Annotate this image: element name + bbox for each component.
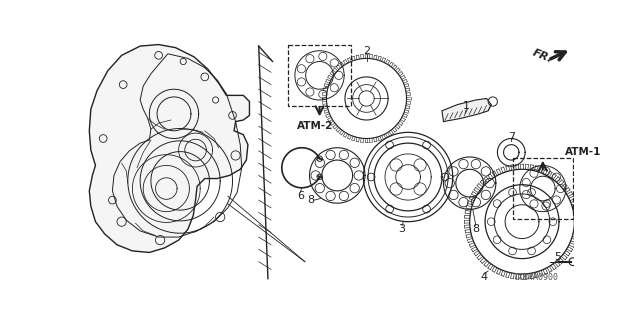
Text: FR.: FR. (531, 47, 554, 64)
Text: TX84A0900: TX84A0900 (513, 273, 558, 282)
Text: ATM-1: ATM-1 (565, 148, 602, 157)
Text: 8: 8 (307, 195, 315, 205)
Text: 2: 2 (363, 46, 370, 57)
Text: 4: 4 (480, 272, 487, 282)
Text: ATM-2: ATM-2 (297, 121, 333, 131)
Polygon shape (442, 99, 492, 122)
Text: 1: 1 (463, 101, 470, 111)
Text: 6: 6 (297, 191, 304, 201)
Text: 5: 5 (554, 252, 561, 262)
Text: 3: 3 (399, 224, 405, 234)
Bar (288, 44, 351, 106)
Bar (513, 158, 573, 219)
Polygon shape (90, 44, 250, 252)
Text: 8: 8 (472, 224, 479, 234)
Text: 7: 7 (508, 132, 515, 142)
